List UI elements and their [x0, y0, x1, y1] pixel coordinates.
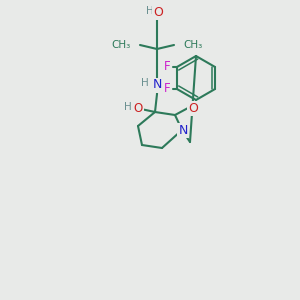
- Text: O: O: [188, 101, 198, 115]
- Text: CH₃: CH₃: [112, 40, 131, 50]
- Text: H: H: [141, 78, 149, 88]
- Text: CH₃: CH₃: [183, 40, 202, 50]
- Text: F: F: [164, 61, 170, 74]
- Text: O: O: [153, 5, 163, 19]
- Text: H: H: [124, 102, 132, 112]
- Text: O: O: [134, 101, 142, 115]
- Text: N: N: [178, 124, 188, 136]
- Text: F: F: [164, 82, 170, 95]
- Text: H: H: [146, 6, 154, 16]
- Text: N: N: [152, 79, 162, 92]
